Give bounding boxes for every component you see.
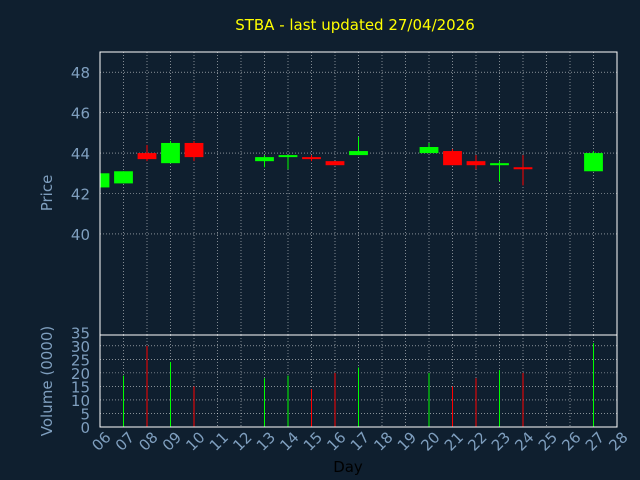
candle-body xyxy=(278,155,298,158)
candle-body xyxy=(325,161,345,166)
candle-body xyxy=(114,171,133,184)
candle-body xyxy=(490,163,509,166)
price-tick-label: 42 xyxy=(71,186,90,204)
price-tick-label: 46 xyxy=(71,105,90,123)
price-axis-label: Price xyxy=(38,175,56,212)
volume-tick-label: 20 xyxy=(71,365,90,383)
candle-body xyxy=(466,161,486,166)
day-tick-labels: 0607080910111213141516171819202122232425… xyxy=(88,428,631,454)
candle-body xyxy=(443,151,462,166)
price-tick-label: 48 xyxy=(71,64,90,82)
candle-body xyxy=(302,157,321,160)
chart-title: STBA - last updated 27/04/2026 xyxy=(235,16,475,34)
x-axis-label: Day xyxy=(333,458,363,476)
candle-body xyxy=(137,153,157,160)
candle-body xyxy=(584,153,603,172)
volume-panel-frame xyxy=(99,334,618,428)
candle-body xyxy=(255,157,274,162)
volume-tick-label: 0 xyxy=(80,419,90,437)
candle-body xyxy=(513,167,533,170)
price-grid xyxy=(100,52,617,335)
volume-tick-label: 10 xyxy=(71,392,90,410)
price-tick-labels: 40 42 44 46 48 xyxy=(71,64,90,244)
price-tick-label: 44 xyxy=(71,145,90,163)
candle-body xyxy=(161,142,180,164)
volume-bars xyxy=(123,343,594,427)
volume-tick-label: 35 xyxy=(71,324,90,342)
candles xyxy=(100,136,603,188)
candle-body xyxy=(349,151,368,156)
volume-tick-label: 25 xyxy=(71,351,90,369)
price-tick-label: 40 xyxy=(71,226,90,244)
candle-body xyxy=(184,142,204,158)
candle-body xyxy=(100,173,110,188)
volume-tick-label: 5 xyxy=(80,405,90,423)
volume-tick-label: 15 xyxy=(71,378,90,396)
volume-tick-label: 30 xyxy=(71,338,90,356)
candle-body xyxy=(419,147,439,154)
volume-axis-label: Volume (0000) xyxy=(38,326,56,436)
